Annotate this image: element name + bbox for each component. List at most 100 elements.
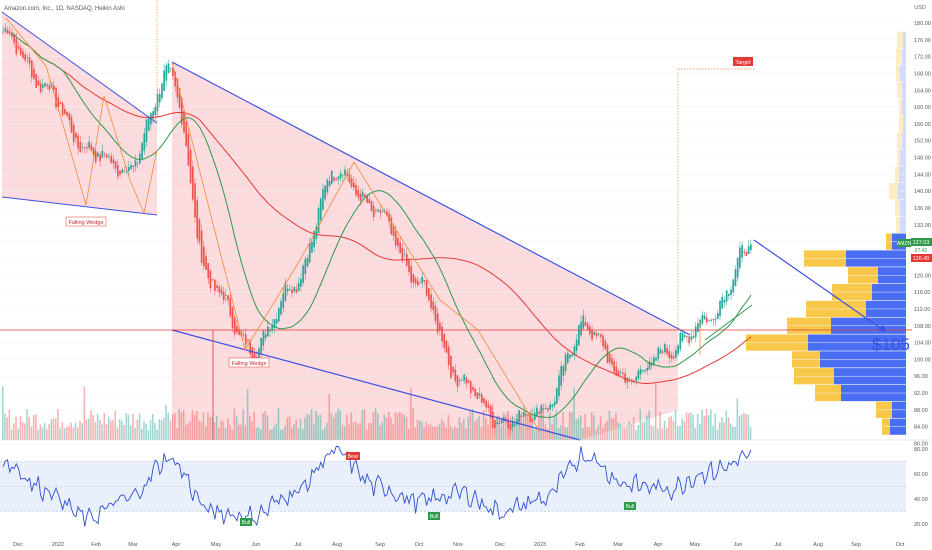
currency-label: USD: [914, 5, 926, 11]
candle-body: [558, 375, 560, 396]
candle-body: [198, 219, 201, 242]
volume-bar: [531, 408, 533, 440]
candle-body: [739, 247, 741, 268]
candle-body: [366, 195, 368, 203]
volume-bar: [410, 387, 412, 440]
candle-body: [33, 68, 35, 79]
candle-body: [35, 73, 38, 88]
candle-body: [355, 184, 357, 196]
candle-body: [637, 370, 640, 379]
volume-bar: [679, 425, 681, 440]
candle-body: [633, 380, 635, 382]
volume-bar: [101, 424, 103, 440]
candle-body: [66, 111, 68, 116]
candle-body: [736, 257, 739, 278]
candle-body: [211, 279, 214, 281]
volume-bar: [222, 421, 225, 440]
volume-bar: [156, 429, 158, 440]
candle-body: [458, 379, 461, 382]
volume-bar: [401, 413, 403, 440]
volume-bar: [425, 422, 428, 440]
candle-body: [569, 354, 571, 358]
volume-bar: [568, 411, 571, 440]
volume-bar: [81, 423, 83, 440]
candle-body: [626, 377, 629, 383]
volume-bar: [663, 420, 666, 440]
volume-bar: [394, 412, 397, 440]
candle-body: [308, 243, 311, 263]
candle-body: [734, 269, 737, 286]
candle-body: [333, 177, 335, 181]
volume-bar: [26, 409, 28, 440]
volume-bar: [17, 428, 19, 440]
volume-bar: [335, 413, 337, 440]
candle-body: [430, 294, 432, 309]
candle-body: [732, 279, 735, 293]
volume-bar: [129, 425, 132, 440]
volume-bar: [588, 427, 591, 440]
volume-bar: [745, 413, 747, 440]
candle-body: [180, 97, 183, 125]
rsi-line: [2, 446, 752, 527]
volume-bar: [469, 411, 472, 440]
candle-body: [293, 286, 296, 292]
volume-bar: [694, 427, 697, 440]
volume-bar: [200, 421, 203, 440]
candle-body: [300, 278, 302, 287]
candle-body: [26, 57, 29, 58]
candle-body: [136, 163, 139, 165]
volume-bar: [277, 408, 280, 440]
volume-bar: [615, 413, 617, 440]
volume-bar: [624, 427, 626, 440]
candle-body: [549, 404, 551, 410]
time-tick-label: Aug: [813, 542, 823, 548]
candle-body: [745, 252, 748, 256]
candle-body: [494, 419, 496, 429]
volume-bar: [268, 429, 271, 440]
volume-bar: [566, 427, 569, 440]
candle-body: [648, 361, 651, 370]
candle-body: [335, 179, 338, 181]
volume-bar: [421, 421, 423, 440]
volume-bar: [324, 427, 326, 440]
time-tick-label: Jun: [252, 542, 261, 548]
volume-bar: [452, 428, 454, 440]
candle-body: [357, 190, 360, 198]
candle-body: [604, 341, 607, 350]
svg-text:Bear: Bear: [348, 454, 359, 460]
volume-bar: [211, 417, 214, 440]
candle-body: [19, 47, 22, 55]
volume-bar: [196, 410, 198, 440]
price-tick-label: 92.00: [914, 391, 928, 397]
volume-bar: [619, 423, 622, 440]
candle-body: [386, 211, 388, 216]
candle-body: [262, 330, 265, 346]
volume-bar: [8, 409, 11, 440]
candle-body: [593, 331, 596, 335]
volume-bar: [414, 427, 417, 440]
candle-body: [4, 27, 7, 32]
candle-body: [200, 230, 203, 263]
volume-bar: [317, 415, 319, 440]
volume-bar: [346, 415, 348, 440]
volume-bar: [637, 424, 639, 440]
volume-bar: [396, 413, 399, 440]
volume-bar: [721, 417, 723, 440]
candle-body: [236, 325, 238, 333]
candle-body: [401, 247, 404, 261]
volume-bar: [533, 429, 536, 440]
price-tick-label: 168.00: [914, 71, 931, 77]
candle-body: [203, 246, 205, 266]
volume-bar: [440, 419, 443, 440]
volume-bar: [617, 422, 619, 440]
candle-body: [46, 84, 49, 86]
candle-body: [375, 210, 377, 212]
candle-body: [158, 93, 161, 103]
candle-body: [304, 258, 307, 275]
volume-bar: [88, 418, 90, 440]
volume-bar: [429, 424, 432, 440]
candle-body: [683, 335, 686, 337]
volume-bar: [134, 427, 136, 440]
time-tick-label: Sep: [375, 542, 385, 548]
